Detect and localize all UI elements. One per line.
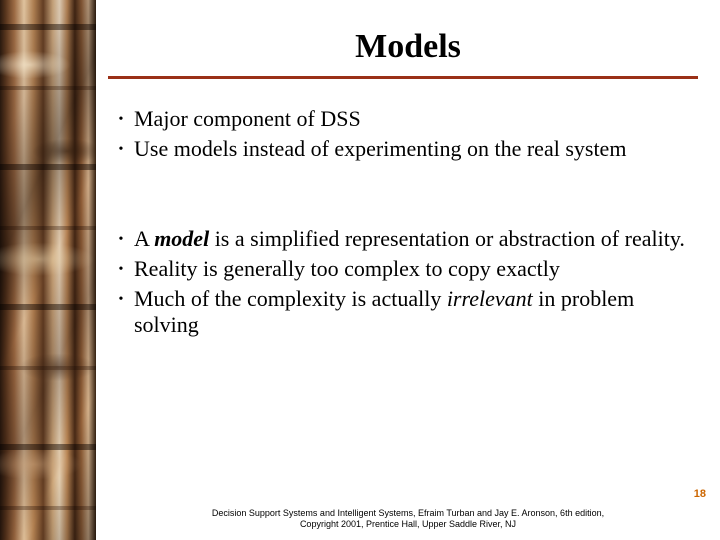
- bullet-marker: •: [108, 256, 134, 279]
- bullet-marker: •: [108, 286, 134, 309]
- bullet-group: •Major component of DSS•Use models inste…: [108, 106, 690, 162]
- sidebar-texture: [0, 0, 96, 540]
- bullet-marker: •: [108, 226, 134, 249]
- footer-citation: Decision Support Systems and Intelligent…: [96, 508, 720, 531]
- bullet-item: •Much of the complexity is actually irre…: [108, 286, 690, 338]
- bullet-text: A model is a simplified representation o…: [134, 226, 690, 252]
- bullet-item: •Reality is generally too complex to cop…: [108, 256, 690, 282]
- bullet-item: •Use models instead of experimenting on …: [108, 136, 690, 162]
- bullet-text: Much of the complexity is actually irrel…: [134, 286, 690, 338]
- bullet-content: •Major component of DSS•Use models inste…: [108, 106, 690, 338]
- page-number: 18: [694, 488, 706, 500]
- bullet-item: •A model is a simplified representation …: [108, 226, 690, 252]
- footer-line-1: Decision Support Systems and Intelligent…: [96, 508, 720, 519]
- footer-line-2: Copyright 2001, Prentice Hall, Upper Sad…: [96, 519, 720, 530]
- bullet-text: Reality is generally too complex to copy…: [134, 256, 690, 282]
- slide: Models •Major component of DSS•Use model…: [0, 0, 720, 540]
- bullet-text: Major component of DSS: [134, 106, 690, 132]
- bullet-group: •A model is a simplified representation …: [108, 226, 690, 338]
- bullet-marker: •: [108, 106, 134, 129]
- bullet-text: Use models instead of experimenting on t…: [134, 136, 690, 162]
- bullet-marker: •: [108, 136, 134, 159]
- slide-title: Models: [96, 28, 720, 66]
- title-rule: [108, 76, 698, 79]
- bullet-item: •Major component of DSS: [108, 106, 690, 132]
